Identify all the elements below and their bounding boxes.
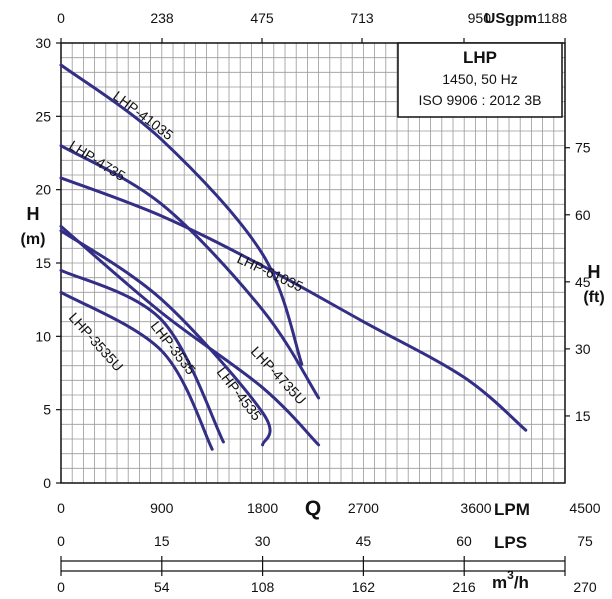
legend-frame: [397, 42, 563, 118]
m3h-axis-tick-label: 54: [154, 579, 170, 595]
x-tick-label-lpm: 2700: [348, 500, 379, 516]
m3h-m: m: [492, 573, 507, 592]
lps-axis-tick-label: 60: [456, 533, 472, 549]
ft-tick-label: 60: [575, 207, 591, 223]
ft-tick-label: 15: [575, 408, 591, 424]
y-tick-label-m: 30: [35, 35, 51, 51]
lps-axis-tick-label: 0: [57, 533, 65, 549]
x-tick-label-lpm: 1800: [247, 500, 278, 516]
legend-title: LHP: [463, 48, 497, 67]
axes: [56, 38, 570, 576]
curve-label-lhp-41035: LHP-41035: [110, 88, 176, 144]
top-axis-unit: USgpm: [485, 10, 538, 27]
legend-line1: 1450, 50 Hz: [442, 71, 518, 87]
y-axis-left-label: H: [27, 204, 40, 224]
y-axis-right-label: H: [588, 262, 601, 282]
x-tick-label-lpm: 900: [150, 500, 174, 516]
curve-lhp-4735: [59, 144, 321, 400]
curve-lhp-3535: [59, 268, 225, 444]
curve-lhp-3535u: [59, 290, 214, 451]
top-tick-label-usgpm: 950: [468, 10, 492, 26]
ft-tick-label: 30: [575, 341, 591, 357]
m3h-axis-tick-label: 270: [573, 579, 597, 595]
y-tick-label-m: 5: [43, 402, 51, 418]
m3h-suffix: /h: [514, 573, 529, 592]
lps-unit: LPS: [494, 533, 527, 552]
lpm-unit: LPM: [494, 500, 530, 519]
curve-label-lhp-4735u: LHP-4735U: [248, 343, 310, 407]
top-tick-label-usgpm: 475: [250, 10, 274, 26]
m3h-unit: m3/h: [492, 568, 529, 592]
curve-lhp-4535: [59, 229, 272, 447]
y-axis-right-unit: (ft): [583, 289, 604, 306]
curve-label-lhp-4535: LHP-4535: [214, 364, 266, 424]
curve-lhp-41035: [59, 63, 304, 366]
m3h-axis-tick-label: 216: [452, 579, 476, 595]
top-tick-label-usgpm: 1188: [537, 10, 567, 26]
curve-lhp-61035: [59, 176, 528, 432]
legend-line2: ISO 9906 : 2012 3B: [419, 92, 542, 108]
curve-lhp-4735u: [59, 224, 321, 447]
ft-tick-label: 75: [575, 140, 591, 156]
x-axis-q-label: Q: [305, 497, 321, 520]
x-tick-label-lpm: 4500: [569, 500, 600, 516]
m3h-axis-tick-label: 162: [352, 579, 376, 595]
m3h-axis-tick-label: 0: [57, 579, 65, 595]
lps-axis-tick-label: 45: [356, 533, 372, 549]
y-tick-label-m: 10: [35, 328, 51, 344]
grid: [61, 43, 565, 483]
lps-axis-tick-label: 15: [154, 533, 170, 549]
y-axis-left-unit: (m): [21, 231, 46, 248]
x-tick-label-lpm: 3600: [460, 500, 491, 516]
y-tick-label-m: 20: [35, 182, 51, 198]
top-tick-label-usgpm: 0: [57, 10, 65, 26]
y-tick-label-m: 15: [35, 255, 51, 271]
m3h-axis-tick-label: 108: [251, 579, 275, 595]
y-tick-label-m: 0: [43, 475, 51, 491]
lps-axis-tick-label: 30: [255, 533, 271, 549]
lps-axis-tick-label: 75: [577, 533, 593, 549]
curves: [59, 63, 528, 451]
top-tick-label-usgpm: 713: [350, 10, 374, 26]
m3h-sup: 3: [507, 568, 514, 582]
legend-box: LHP 1450, 50 Hz ISO 9906 : 2012 3B: [397, 42, 563, 118]
x-tick-label-lpm: 0: [57, 500, 65, 516]
ft-tick-label: 45: [575, 274, 591, 290]
top-tick-label-usgpm: 238: [150, 10, 174, 26]
y-tick-label-m: 25: [35, 108, 51, 124]
